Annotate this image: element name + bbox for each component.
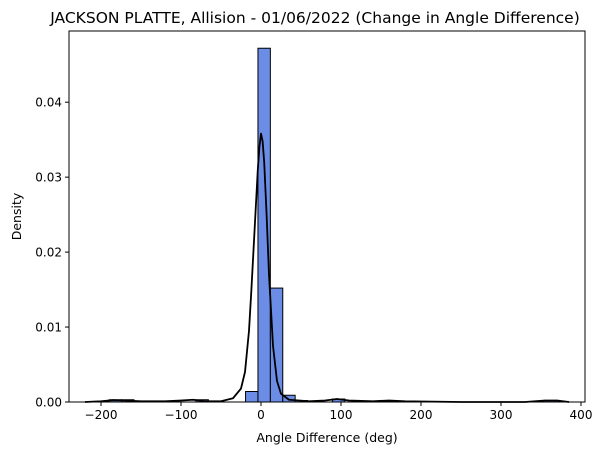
y-tick-label: 0.03 <box>35 171 62 185</box>
x-tick-label: 0 <box>257 408 265 422</box>
x-axis-label: Angle Difference (deg) <box>256 430 397 445</box>
y-tick-label: 0.01 <box>35 321 62 335</box>
histogram-bar <box>257 47 271 403</box>
x-tick-label: 100 <box>330 408 353 422</box>
y-tick-label: 0.00 <box>35 396 62 410</box>
y-axis-label: Density <box>9 192 24 240</box>
histogram-bar <box>245 391 259 403</box>
kde-line <box>84 132 570 403</box>
x-tick-label: −200 <box>85 408 118 422</box>
y-tick-label: 0.02 <box>35 246 62 260</box>
chart-title: JACKSON PLATTE, Allision - 01/06/2022 (C… <box>49 9 580 27</box>
x-tick-label: 400 <box>570 408 593 422</box>
plot-frame <box>68 30 586 403</box>
x-tick-label: 200 <box>410 408 433 422</box>
y-tick-label: 0.04 <box>35 96 62 110</box>
x-tick-label: 300 <box>490 408 513 422</box>
x-tick-label: −100 <box>165 408 198 422</box>
